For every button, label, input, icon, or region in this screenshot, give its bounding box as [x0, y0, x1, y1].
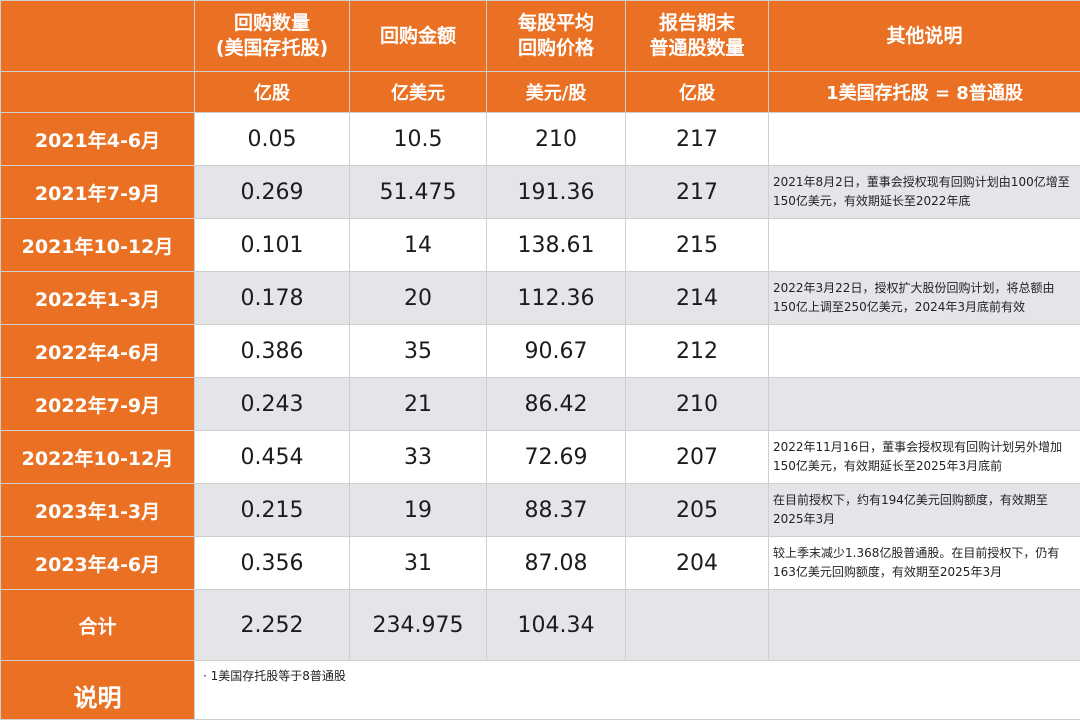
- price-cell: 86.42: [486, 377, 626, 431]
- shares-cell: 215: [625, 218, 769, 272]
- table-row: 2021年4-6月 0.05 10.5 210 217: [0, 112, 1080, 166]
- unit-cell: 亿股: [194, 71, 350, 113]
- explanation-text: · 1美国存托股等于8普通股: [194, 660, 1080, 720]
- total-price-cell: 104.34: [486, 589, 626, 661]
- table-row: 2022年7-9月 0.243 21 86.42 210: [0, 377, 1080, 431]
- col-header-shares: 报告期末 普通股数量: [625, 0, 769, 72]
- note-cell: [768, 218, 1080, 272]
- col-header-line: 其他说明: [886, 24, 963, 47]
- amount-cell: 14: [349, 218, 487, 272]
- explanation-row: 说明 · 1美国存托股等于8普通股: [0, 660, 1080, 720]
- total-row: 合计 2.252 234.975 104.34: [0, 589, 1080, 661]
- col-header-notes: 其他说明: [768, 0, 1080, 72]
- period-cell: 2023年4-6月: [0, 536, 195, 590]
- table-row: 2022年4-6月 0.386 35 90.67 212: [0, 324, 1080, 378]
- amount-cell: 19: [349, 483, 487, 537]
- explanation-label: 说明: [0, 660, 195, 720]
- shares-cell: 204: [625, 536, 769, 590]
- period-cell: 2021年7-9月: [0, 165, 195, 219]
- col-header-line: 每股平均: [517, 12, 594, 35]
- qty-cell: 0.269: [194, 165, 350, 219]
- col-header-line: 回购数量: [233, 12, 310, 35]
- amount-cell: 33: [349, 430, 487, 484]
- note-cell: 2022年3月22日，授权扩大股份回购计划，将总额由150亿上调至250亿美元，…: [768, 271, 1080, 325]
- unit-cell: 美元/股: [486, 71, 626, 113]
- header-corner: [0, 0, 195, 72]
- table-row: 2023年4-6月 0.356 31 87.08 204 较上季末减少1.368…: [0, 536, 1080, 590]
- note-cell: 较上季末减少1.368亿股普通股。在目前授权下，仍有163亿美元回购额度，有效期…: [768, 536, 1080, 590]
- note-cell: 2022年11月16日，董事会授权现有回购计划另外增加150亿美元，有效期延长至…: [768, 430, 1080, 484]
- qty-cell: 0.101: [194, 218, 350, 272]
- period-cell: 2022年4-6月: [0, 324, 195, 378]
- price-cell: 112.36: [486, 271, 626, 325]
- shares-cell: 217: [625, 165, 769, 219]
- total-qty-cell: 2.252: [194, 589, 350, 661]
- table-row: 2021年7-9月 0.269 51.475 191.36 217 2021年8…: [0, 165, 1080, 219]
- qty-cell: 0.243: [194, 377, 350, 431]
- note-cell: 在目前授权下，约有194亿美元回购额度，有效期至2025年3月: [768, 483, 1080, 537]
- shares-cell: 210: [625, 377, 769, 431]
- total-note-cell: [768, 589, 1080, 661]
- qty-cell: 0.215: [194, 483, 350, 537]
- col-header-line: 回购金额: [379, 24, 456, 47]
- qty-cell: 0.454: [194, 430, 350, 484]
- unit-cell: 1美国存托股 = 8普通股: [768, 71, 1080, 113]
- qty-cell: 0.05: [194, 112, 350, 166]
- amount-cell: 21: [349, 377, 487, 431]
- amount-cell: 51.475: [349, 165, 487, 219]
- period-cell: 2022年10-12月: [0, 430, 195, 484]
- period-cell: 2023年1-3月: [0, 483, 195, 537]
- price-cell: 210: [486, 112, 626, 166]
- price-cell: 138.61: [486, 218, 626, 272]
- qty-cell: 0.178: [194, 271, 350, 325]
- table-row: 2021年10-12月 0.101 14 138.61 215: [0, 218, 1080, 272]
- unit-row: 亿股 亿美元 美元/股 亿股 1美国存托股 = 8普通股: [0, 71, 1080, 113]
- total-amount-cell: 234.975: [349, 589, 487, 661]
- table-row: 2023年1-3月 0.215 19 88.37 205 在目前授权下，约有19…: [0, 483, 1080, 537]
- amount-cell: 10.5: [349, 112, 487, 166]
- price-cell: 87.08: [486, 536, 626, 590]
- price-cell: 191.36: [486, 165, 626, 219]
- col-header-line: 回购价格: [517, 37, 594, 59]
- shares-cell: 217: [625, 112, 769, 166]
- period-cell: 2022年1-3月: [0, 271, 195, 325]
- note-cell: [768, 377, 1080, 431]
- note-cell: 2021年8月2日，董事会授权现有回购计划由100亿增至150亿美元，有效期延长…: [768, 165, 1080, 219]
- col-header-price: 每股平均 回购价格: [486, 0, 626, 72]
- col-header-line: 报告期末: [658, 12, 735, 35]
- price-cell: 88.37: [486, 483, 626, 537]
- col-header-line: (美国存托股): [215, 37, 329, 59]
- qty-cell: 0.356: [194, 536, 350, 590]
- note-cell: [768, 324, 1080, 378]
- unit-cell: 亿股: [625, 71, 769, 113]
- shares-cell: 207: [625, 430, 769, 484]
- unit-corner: [0, 71, 195, 113]
- amount-cell: 20: [349, 271, 487, 325]
- note-cell: [768, 112, 1080, 166]
- period-cell: 2021年4-6月: [0, 112, 195, 166]
- col-header-qty: 回购数量 (美国存托股): [194, 0, 350, 72]
- price-cell: 90.67: [486, 324, 626, 378]
- period-cell: 2022年7-9月: [0, 377, 195, 431]
- col-header-line: 普通股数量: [649, 37, 745, 59]
- shares-cell: 212: [625, 324, 769, 378]
- unit-cell: 亿美元: [349, 71, 487, 113]
- price-cell: 72.69: [486, 430, 626, 484]
- qty-cell: 0.386: [194, 324, 350, 378]
- header-row: 回购数量 (美国存托股) 回购金额 每股平均 回购价格 报告期末 普通股数量 其…: [0, 0, 1080, 72]
- shares-cell: 214: [625, 271, 769, 325]
- shares-cell: 205: [625, 483, 769, 537]
- col-header-amount: 回购金额: [349, 0, 487, 72]
- period-cell: 2021年10-12月: [0, 218, 195, 272]
- total-label: 合计: [0, 589, 195, 661]
- table-row: 2022年10-12月 0.454 33 72.69 207 2022年11月1…: [0, 430, 1080, 484]
- table-row: 2022年1-3月 0.178 20 112.36 214 2022年3月22日…: [0, 271, 1080, 325]
- total-shares-cell: [625, 589, 769, 661]
- amount-cell: 31: [349, 536, 487, 590]
- amount-cell: 35: [349, 324, 487, 378]
